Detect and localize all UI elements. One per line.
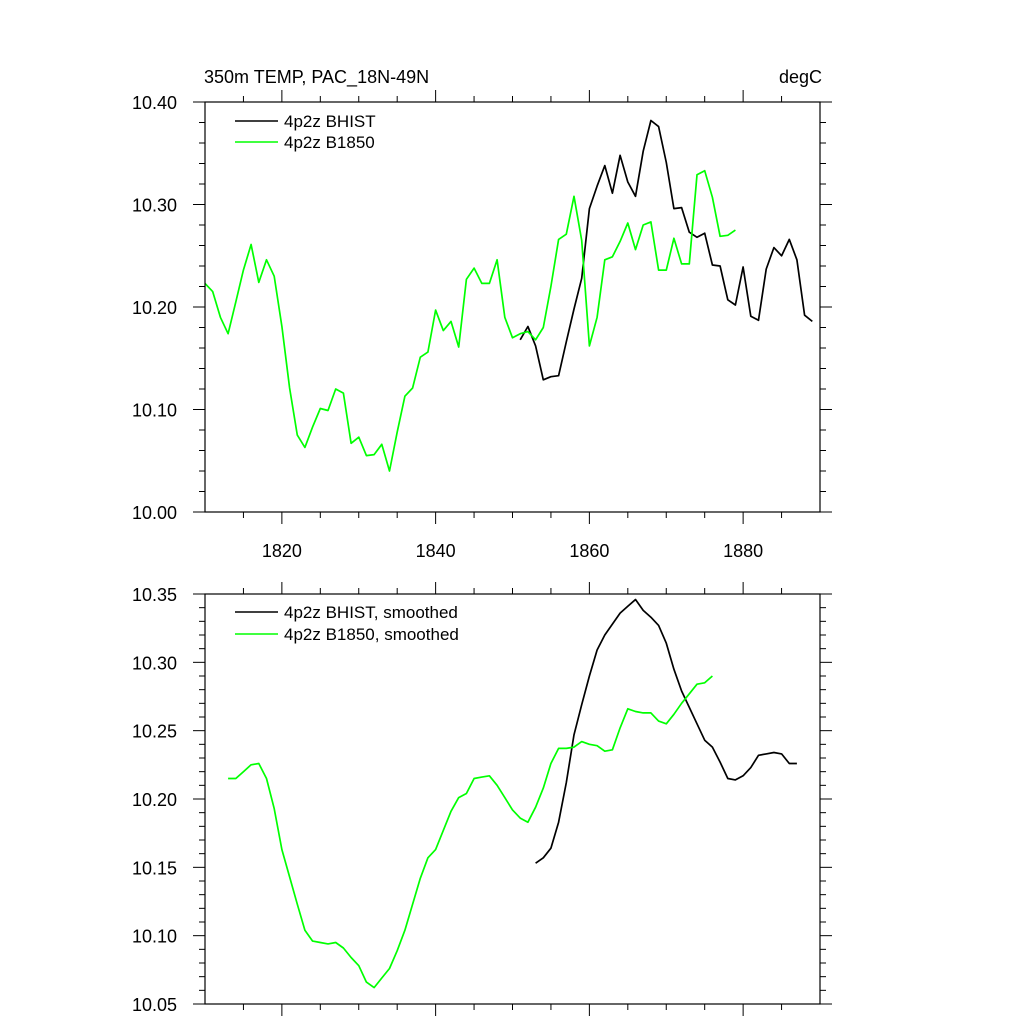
- legend-label-bhist-smoothed: 4p2z BHIST, smoothed: [284, 603, 458, 622]
- x-tick-label: 1840: [416, 541, 456, 561]
- top-series-layer: [204, 119, 813, 472]
- bottom-panel: 10.05 10.10 10.15 10.20 10.25 10.30 10.35 4p2z…: [132, 582, 832, 1016]
- top-ticks-layer: 10.00 10.10 10.20 10.30 10.40 1820 1840 1860 188…: [132, 90, 832, 561]
- bottom-legend: 4p2z BHIST, smoothed 4p2z B1850, smoothe…: [235, 603, 459, 644]
- y-tick-label: 10.10: [132, 927, 177, 947]
- y-tick-label: 10.05: [132, 995, 177, 1015]
- y-tick-label: 10.10: [132, 401, 177, 421]
- y-tick-label: 10.30: [132, 653, 177, 673]
- y-tick-label: 10.15: [132, 858, 177, 878]
- series-line-0-1: [204, 169, 736, 472]
- y-tick-label: 10.25: [132, 722, 177, 742]
- x-tick-label: 1820: [262, 541, 302, 561]
- chart-title: 350m TEMP, PAC_18N-49N: [204, 67, 429, 88]
- y-tick-label: 10.30: [132, 196, 177, 216]
- series-line-0-0: [519, 119, 813, 381]
- bottom-series-layer: [228, 598, 797, 989]
- top-plot-frame: [204, 101, 821, 513]
- top-legend: 4p2z BHIST 4p2z B1850: [235, 112, 376, 152]
- y-tick-label: 10.20: [132, 790, 177, 810]
- y-tick-label: 10.40: [132, 93, 177, 113]
- y-tick-label: 10.00: [132, 503, 177, 523]
- x-tick-label: 1880: [723, 541, 763, 561]
- legend-label-b1850-smoothed: 4p2z B1850, smoothed: [284, 625, 459, 644]
- top-panel: 350m TEMP, PAC_18N-49N degC 10.0010.1010…: [132, 67, 832, 561]
- y-tick-label: 10.35: [132, 585, 177, 605]
- bottom-plot-frame: [204, 593, 821, 1005]
- legend-label-bhist: 4p2z BHIST: [284, 112, 376, 131]
- series-line-1-0: [535, 598, 797, 864]
- y-tick-label: 10.20: [132, 298, 177, 318]
- units-label: degC: [779, 67, 822, 87]
- legend-label-b1850: 4p2z B1850: [284, 133, 375, 152]
- bottom-ticks-layer: 10.05 10.10 10.15 10.20 10.25 10.30 10.35: [132, 582, 832, 1016]
- x-tick-label: 1860: [569, 541, 609, 561]
- series-line-1-1: [228, 675, 713, 989]
